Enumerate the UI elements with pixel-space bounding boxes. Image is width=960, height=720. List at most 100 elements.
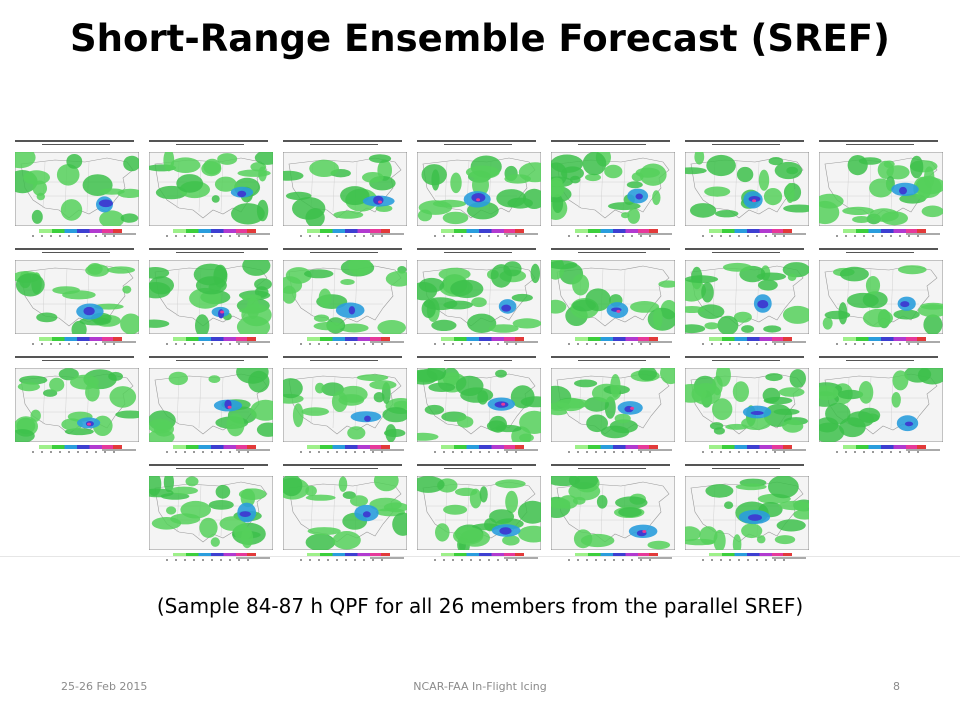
qpf-map [15, 260, 139, 334]
ensemble-member-panel [548, 243, 678, 355]
colorbar-ticks [32, 343, 122, 345]
panel-credit-text [504, 557, 538, 559]
precip-colorbar [568, 445, 658, 449]
panel-header-text [149, 138, 273, 151]
qpf-map [551, 152, 675, 226]
panel-credit-text [236, 449, 270, 451]
slide-title: Short-Range Ensemble Forecast (SREF) [70, 17, 890, 60]
colorbar-ticks [568, 451, 658, 453]
panel-header-text [417, 138, 541, 151]
ensemble-member-panel [414, 243, 544, 355]
precip-colorbar [300, 445, 390, 449]
precip-colorbar [166, 337, 256, 341]
precip-colorbar [166, 229, 256, 233]
precip-colorbar [32, 337, 122, 341]
panel-credit-text [236, 233, 270, 235]
colorbar-ticks [702, 451, 792, 453]
colorbar-ticks [434, 451, 524, 453]
panel-header-text [15, 138, 139, 151]
precip-colorbar [568, 337, 658, 341]
ensemble-member-panel [682, 135, 812, 247]
colorbar-ticks [568, 559, 658, 561]
qpf-map [149, 152, 273, 226]
ensemble-member-panel [12, 243, 142, 355]
precip-colorbar [836, 229, 926, 233]
precip-colorbar [300, 229, 390, 233]
colorbar-ticks [836, 235, 926, 237]
colorbar-ticks [166, 235, 256, 237]
colorbar-ticks [702, 559, 792, 561]
ensemble-member-panel [816, 243, 946, 355]
panel-header-text [551, 462, 675, 475]
panel-credit-text [102, 341, 136, 343]
panel-header-text [283, 138, 407, 151]
qpf-map [149, 260, 273, 334]
ensemble-member-panel [414, 135, 544, 247]
panel-credit-text [102, 233, 136, 235]
qpf-map [15, 368, 139, 442]
qpf-map [685, 260, 809, 334]
ensemble-member-panel [280, 135, 410, 247]
ensemble-member-panel [548, 135, 678, 247]
panel-header-text [819, 138, 943, 151]
precip-colorbar [568, 553, 658, 557]
colorbar-ticks [836, 451, 926, 453]
colorbar-ticks [568, 235, 658, 237]
ensemble-member-panel [548, 459, 678, 571]
qpf-map [685, 368, 809, 442]
qpf-map [417, 152, 541, 226]
colorbar-ticks [702, 343, 792, 345]
footer-date: 25-26 Feb 2015 [61, 680, 148, 693]
qpf-map [417, 368, 541, 442]
panel-credit-text [370, 449, 404, 451]
colorbar-ticks [32, 451, 122, 453]
panel-header-text [685, 354, 809, 367]
panel-credit-text [638, 557, 672, 559]
footer-title: NCAR-FAA In-Flight Icing [413, 680, 547, 693]
panel-credit-text [638, 233, 672, 235]
colorbar-ticks [300, 235, 390, 237]
colorbar-ticks [300, 343, 390, 345]
panel-header-text [819, 246, 943, 259]
ensemble-member-panel [146, 243, 276, 355]
panel-credit-text [772, 341, 806, 343]
ensemble-member-panel [682, 351, 812, 463]
panel-credit-text [504, 449, 538, 451]
panel-header-text [149, 246, 273, 259]
panel-header-text [685, 246, 809, 259]
precip-colorbar [702, 229, 792, 233]
panel-header-text [551, 138, 675, 151]
ensemble-member-panel [146, 459, 276, 571]
panel-credit-text [638, 341, 672, 343]
panel-credit-text [236, 557, 270, 559]
precip-colorbar [32, 445, 122, 449]
qpf-map [283, 260, 407, 334]
precip-colorbar [300, 553, 390, 557]
panel-credit-text [102, 449, 136, 451]
precip-colorbar [300, 337, 390, 341]
ensemble-member-panel [146, 351, 276, 463]
precip-colorbar [166, 553, 256, 557]
panel-header-text [149, 354, 273, 367]
panel-header-text [685, 462, 809, 475]
divider [0, 556, 960, 557]
qpf-map [551, 368, 675, 442]
panel-credit-text [906, 233, 940, 235]
qpf-map [417, 260, 541, 334]
panel-header-text [551, 354, 675, 367]
precip-colorbar [32, 229, 122, 233]
precip-colorbar [568, 229, 658, 233]
panel-credit-text [370, 557, 404, 559]
panel-header-text [551, 246, 675, 259]
panel-header-text [15, 246, 139, 259]
ensemble-member-panel [816, 351, 946, 463]
ensemble-member-panel [682, 459, 812, 571]
panel-header-text [283, 246, 407, 259]
colorbar-ticks [434, 235, 524, 237]
colorbar-ticks [300, 451, 390, 453]
ensemble-member-panel [548, 351, 678, 463]
precip-colorbar [836, 445, 926, 449]
qpf-map [551, 260, 675, 334]
panel-credit-text [370, 233, 404, 235]
panel-header-text [417, 246, 541, 259]
